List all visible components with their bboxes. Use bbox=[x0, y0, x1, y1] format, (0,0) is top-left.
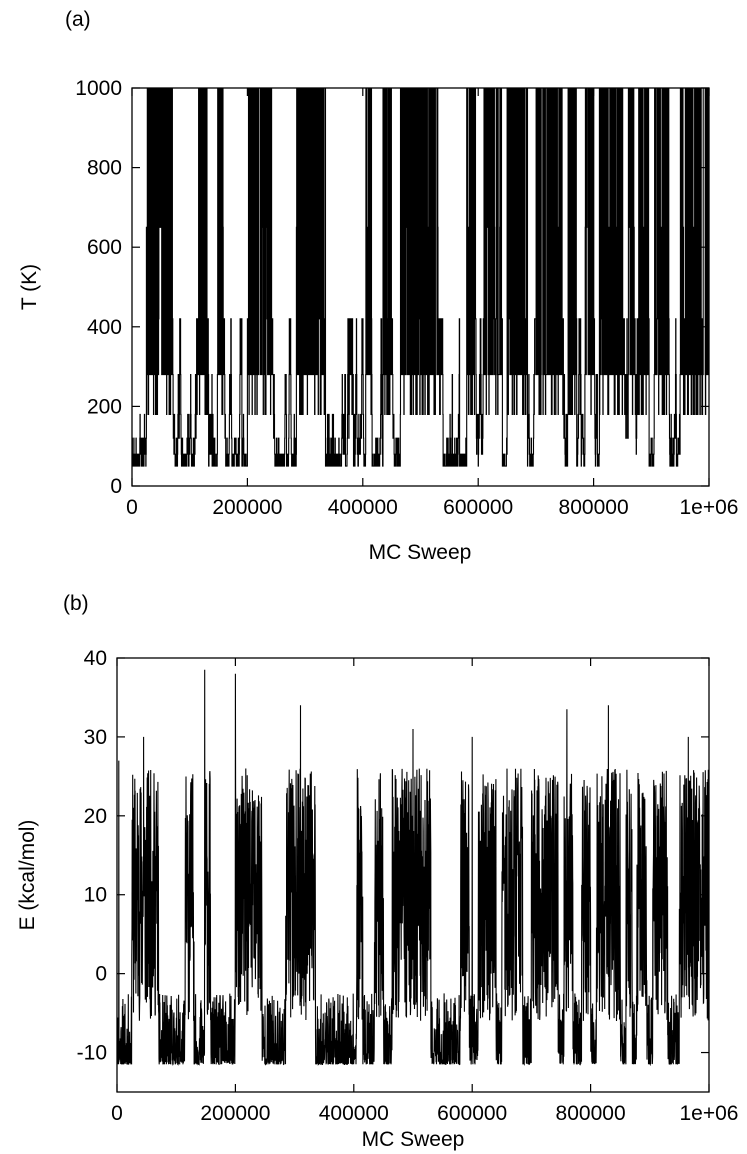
panel-a-y-axis-label: T (K) bbox=[18, 264, 41, 310]
panel-a-y-tick-label: 0 bbox=[110, 475, 122, 498]
panel-a-x-tick-label: 0 bbox=[126, 496, 138, 519]
panel-b-x-tick-label: 600000 bbox=[437, 1102, 507, 1125]
panel-a-label: (a) bbox=[65, 8, 91, 31]
panel-a-x-tick-label: 800000 bbox=[559, 496, 629, 519]
panel-b-x-tick-label: 0 bbox=[111, 1102, 123, 1125]
panel-a-y-tick-label: 400 bbox=[87, 316, 122, 339]
panel-b-x-tick-label: 200000 bbox=[200, 1102, 270, 1125]
panel-a: (a) 0 200 400 600 800 1000 0 200000 400000 60000… bbox=[18, 8, 738, 564]
panel-a-y-tick-label: 600 bbox=[87, 236, 122, 259]
panel-b-y-tick-label: -10 bbox=[77, 1042, 107, 1065]
panel-b-x-axis-label: MC Sweep bbox=[362, 1128, 465, 1151]
panel-a-y-tick-label: 800 bbox=[87, 157, 122, 180]
panel-a-temperature-trace bbox=[131, 87, 709, 467]
panel-b-y-tick-label: 40 bbox=[84, 647, 107, 670]
panel-b-y-tick-label: 10 bbox=[84, 884, 107, 907]
panel-a-x-tick-label: 1e+06 bbox=[680, 496, 739, 519]
panel-a-y-ticks: 0 200 400 600 800 1000 bbox=[75, 77, 709, 498]
panel-b-y-tick-label: 30 bbox=[84, 726, 107, 749]
panel-b-x-tick-label: 800000 bbox=[556, 1102, 626, 1125]
panel-a-y-tick-label: 200 bbox=[87, 395, 122, 418]
panel-b-y-axis-label: E (kcal/mol) bbox=[16, 820, 39, 931]
panel-b-series bbox=[116, 669, 710, 1067]
panel-a-x-tick-label: 200000 bbox=[212, 496, 282, 519]
panel-b-x-tick-label: 400000 bbox=[319, 1102, 389, 1125]
panel-b-y-tick-label: 0 bbox=[95, 963, 107, 986]
panel-b-x-ticks: 0 200000 400000 600000 800000 1e+06 bbox=[111, 658, 738, 1125]
panel-b-y-tick-label: 20 bbox=[84, 805, 107, 828]
panel-a-x-tick-label: 600000 bbox=[443, 496, 513, 519]
panel-a-x-ticks: 0 200000 400000 600000 800000 1e+06 bbox=[126, 88, 738, 519]
panel-a-y-tick-label: 1000 bbox=[75, 77, 122, 100]
panel-a-x-tick-label: 400000 bbox=[328, 496, 398, 519]
panel-a-x-axis-label: MC Sweep bbox=[369, 541, 472, 564]
panel-b-energy-trace bbox=[116, 669, 710, 1067]
panel-a-series bbox=[131, 87, 709, 467]
panel-b-x-tick-label: 1e+06 bbox=[680, 1102, 739, 1125]
panel-b: (b) -10 0 10 20 30 40 0 200000 400000 600000 8000… bbox=[16, 592, 738, 1151]
panel-b-label: (b) bbox=[63, 592, 89, 615]
panel-b-y-ticks: -10 0 10 20 30 40 bbox=[77, 647, 709, 1065]
